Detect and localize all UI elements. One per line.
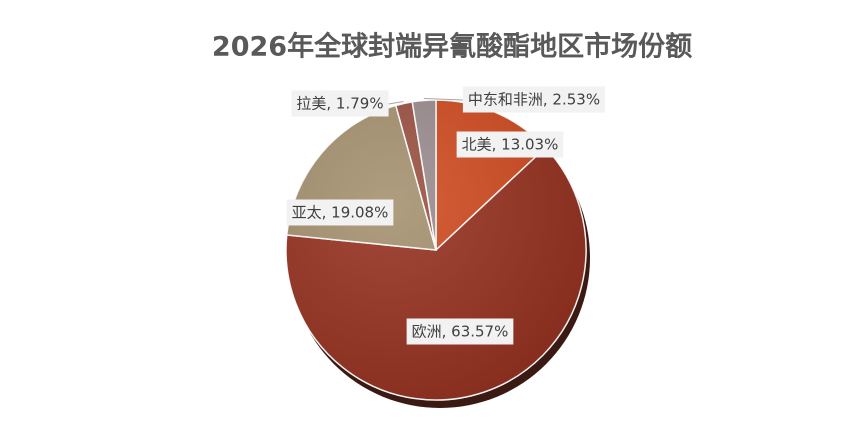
- data-label: 亚太, 19.08%: [292, 204, 389, 222]
- label-background: [286, 199, 394, 226]
- label-background: [462, 86, 606, 113]
- label-background: [456, 131, 564, 158]
- leader-line: [423, 97, 463, 101]
- label-background: [406, 318, 514, 345]
- data-label: 北美, 13.03%: [462, 136, 559, 154]
- label-background: [291, 90, 389, 117]
- leader-line: [388, 101, 404, 105]
- data-label: 欧洲, 63.57%: [412, 323, 509, 341]
- labels: 北美, 13.03% 欧洲, 63.57% 亚太, 19.08% 拉美, 1.79% 中…: [286, 86, 606, 345]
- chart-title: 2026年全球封端异氰酸酯地区市场份额: [212, 31, 692, 63]
- data-label: 拉美, 1.79%: [296, 95, 383, 113]
- data-label: 中东和非洲, 2.53%: [468, 91, 600, 109]
